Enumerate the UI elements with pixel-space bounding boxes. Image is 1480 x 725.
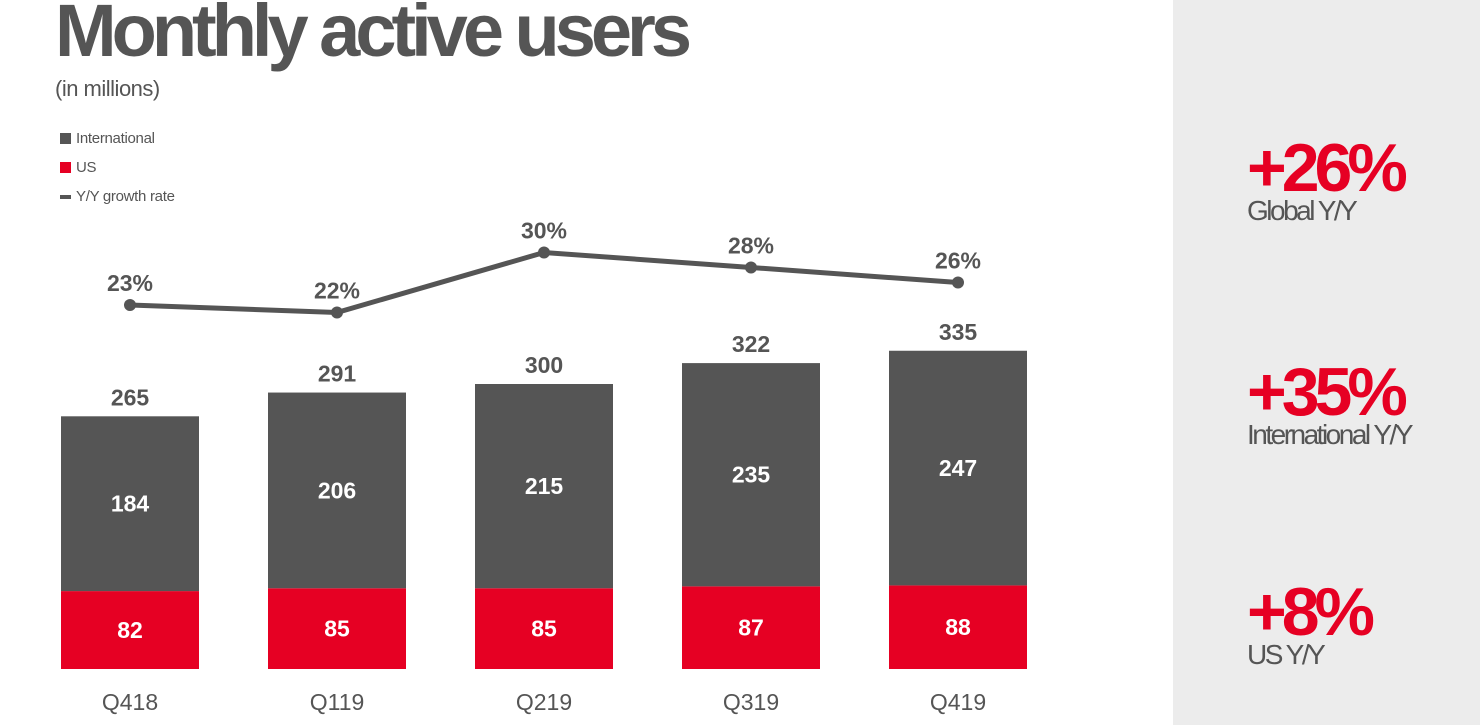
legend-swatch-growth-rate (60, 194, 71, 199)
x-tick-label-Q119: Q119 (310, 689, 365, 715)
legend-swatch-international (60, 133, 71, 144)
chart-legend: International US Y/Y growth rate (60, 124, 175, 211)
bar-us-Q119 (268, 588, 406, 669)
x-tick-label-Q219: Q219 (516, 689, 572, 715)
legend-item-international: International (60, 124, 175, 153)
stat-international: +35% International Y/Y (1247, 354, 1414, 450)
growth-label-Q419: 26% (935, 248, 981, 274)
data-label-us-Q419: 88 (945, 614, 971, 640)
bar-international-Q419 (889, 350, 1027, 586)
data-label-total-Q419: 335 (939, 319, 978, 345)
legend-label-international: International (76, 130, 155, 147)
growth-point-Q319 (745, 261, 757, 274)
legend-label-growth-rate: Y/Y growth rate (76, 188, 175, 205)
data-label-total-Q319: 322 (732, 331, 770, 357)
stat-international-label: International Y/Y (1247, 419, 1414, 450)
bar-international-Q418 (61, 416, 199, 592)
data-label-us-Q319: 87 (738, 615, 764, 641)
growth-label-Q319: 28% (728, 233, 774, 259)
page-title: Monthly active users (55, 0, 692, 72)
data-label-international-Q219: 215 (525, 473, 564, 499)
x-tick-label-Q419: Q419 (930, 689, 986, 715)
bar-international-Q119 (268, 392, 406, 589)
legend-item-us: US (60, 153, 175, 182)
growth-point-Q419 (952, 276, 964, 289)
growth-label-Q119: 22% (314, 278, 360, 304)
data-label-total-Q219: 300 (525, 352, 563, 378)
bar-international-Q219 (475, 384, 613, 589)
side-panel: +26% Global Y/Y +35% International Y/Y +… (1173, 0, 1480, 725)
growth-point-Q119 (331, 306, 343, 319)
stat-global-label: Global Y/Y (1247, 195, 1358, 226)
growth-rate-line (129, 249, 959, 316)
data-label-total-Q119: 291 (318, 361, 357, 387)
growth-label-Q418: 23% (107, 270, 153, 296)
stat-global: +26% Global Y/Y (1247, 130, 1408, 226)
stat-us-value: +8% (1247, 574, 1375, 650)
data-label-total-Q418: 265 (111, 384, 150, 410)
growth-label-Q219: 30% (521, 218, 567, 244)
legend-item-growth-rate: Y/Y growth rate (60, 182, 175, 211)
growth-point-Q219 (538, 246, 550, 259)
stat-us: +8% US Y/Y (1247, 574, 1375, 670)
stat-international-value: +35% (1247, 354, 1408, 430)
bar-us-Q418 (61, 591, 199, 669)
bar-us-Q219 (475, 588, 613, 669)
stat-global-value: +26% (1247, 130, 1408, 206)
legend-label-us: US (76, 159, 97, 176)
data-label-us-Q418: 82 (117, 617, 143, 643)
x-tick-label-Q418: Q418 (102, 689, 158, 715)
growth-point-Q418 (124, 299, 136, 311)
page-subtitle: (in millions) (55, 76, 160, 101)
x-tick-label-Q319: Q319 (723, 689, 779, 715)
data-label-international-Q119: 206 (318, 477, 356, 503)
legend-swatch-us (60, 162, 71, 173)
data-label-us-Q119: 85 (324, 616, 350, 642)
bar-us-Q319 (682, 586, 820, 669)
mau-chart: 82 184 265 Q418 85 206 291 Q119 85 215 300 Q219 87 23… (61, 218, 1027, 715)
data-label-international-Q418: 184 (111, 491, 150, 517)
bar-international-Q319 (682, 363, 820, 587)
bar-us-Q419 (889, 585, 1027, 669)
data-label-us-Q219: 85 (531, 616, 557, 642)
stat-us-label: US Y/Y (1247, 639, 1326, 670)
data-label-international-Q419: 247 (939, 455, 977, 481)
data-label-international-Q319: 235 (732, 462, 771, 488)
